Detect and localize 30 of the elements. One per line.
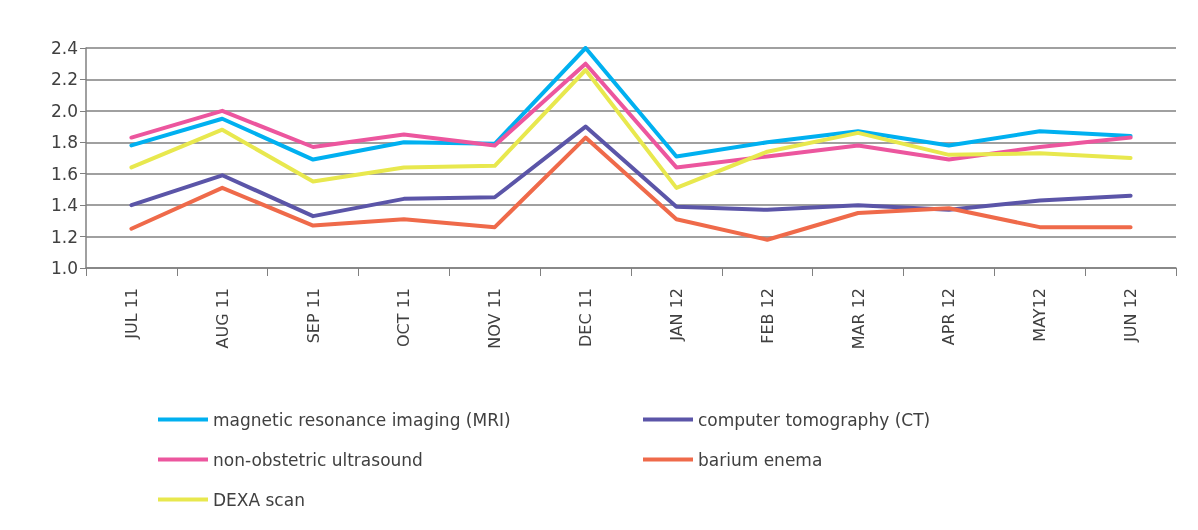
line-series bbox=[129, 46, 1133, 162]
line-series bbox=[129, 68, 1133, 190]
legend-label: computer tomography (CT) bbox=[698, 409, 931, 430]
x-tick-label: APR 12 bbox=[939, 288, 959, 346]
x-tick-label: AUG 11 bbox=[212, 288, 232, 349]
y-tick-label: 1.0 bbox=[50, 258, 78, 278]
legend-label: DEXA scan bbox=[213, 489, 305, 510]
y-tick-label: 1.8 bbox=[50, 132, 78, 153]
x-tick-label: OCT 11 bbox=[394, 288, 414, 347]
y-tick-label: 1.4 bbox=[50, 195, 78, 216]
line-series bbox=[129, 135, 1133, 242]
line-series bbox=[129, 124, 1133, 219]
x-tick-label: SEP 11 bbox=[303, 288, 323, 344]
legend-label: barium enema bbox=[698, 449, 823, 470]
x-tick-label: DEC 11 bbox=[576, 288, 596, 348]
y-tick-label: 2.2 bbox=[50, 69, 78, 90]
x-tick-label: FEB 12 bbox=[757, 288, 777, 344]
legend-label: magnetic resonance imaging (MRI) bbox=[213, 409, 511, 430]
y-tick-label: 2.4 bbox=[50, 38, 78, 58]
x-tick-label: JUN 12 bbox=[1121, 288, 1141, 343]
legend-label: non-obstetric ultrasound bbox=[213, 449, 423, 470]
y-tick-label: 2.0 bbox=[50, 100, 78, 121]
x-tick-label: JUL 11 bbox=[121, 288, 141, 340]
y-tick-label: 1.2 bbox=[50, 226, 78, 247]
x-tick-label: MAY12 bbox=[1030, 288, 1050, 342]
x-tick-label: JAN 12 bbox=[666, 288, 686, 342]
x-tick-label: NOV 11 bbox=[485, 288, 505, 349]
y-tick-label: 1.6 bbox=[50, 163, 78, 184]
line-series bbox=[129, 61, 1133, 170]
x-tick-label: MAR 12 bbox=[848, 288, 868, 350]
